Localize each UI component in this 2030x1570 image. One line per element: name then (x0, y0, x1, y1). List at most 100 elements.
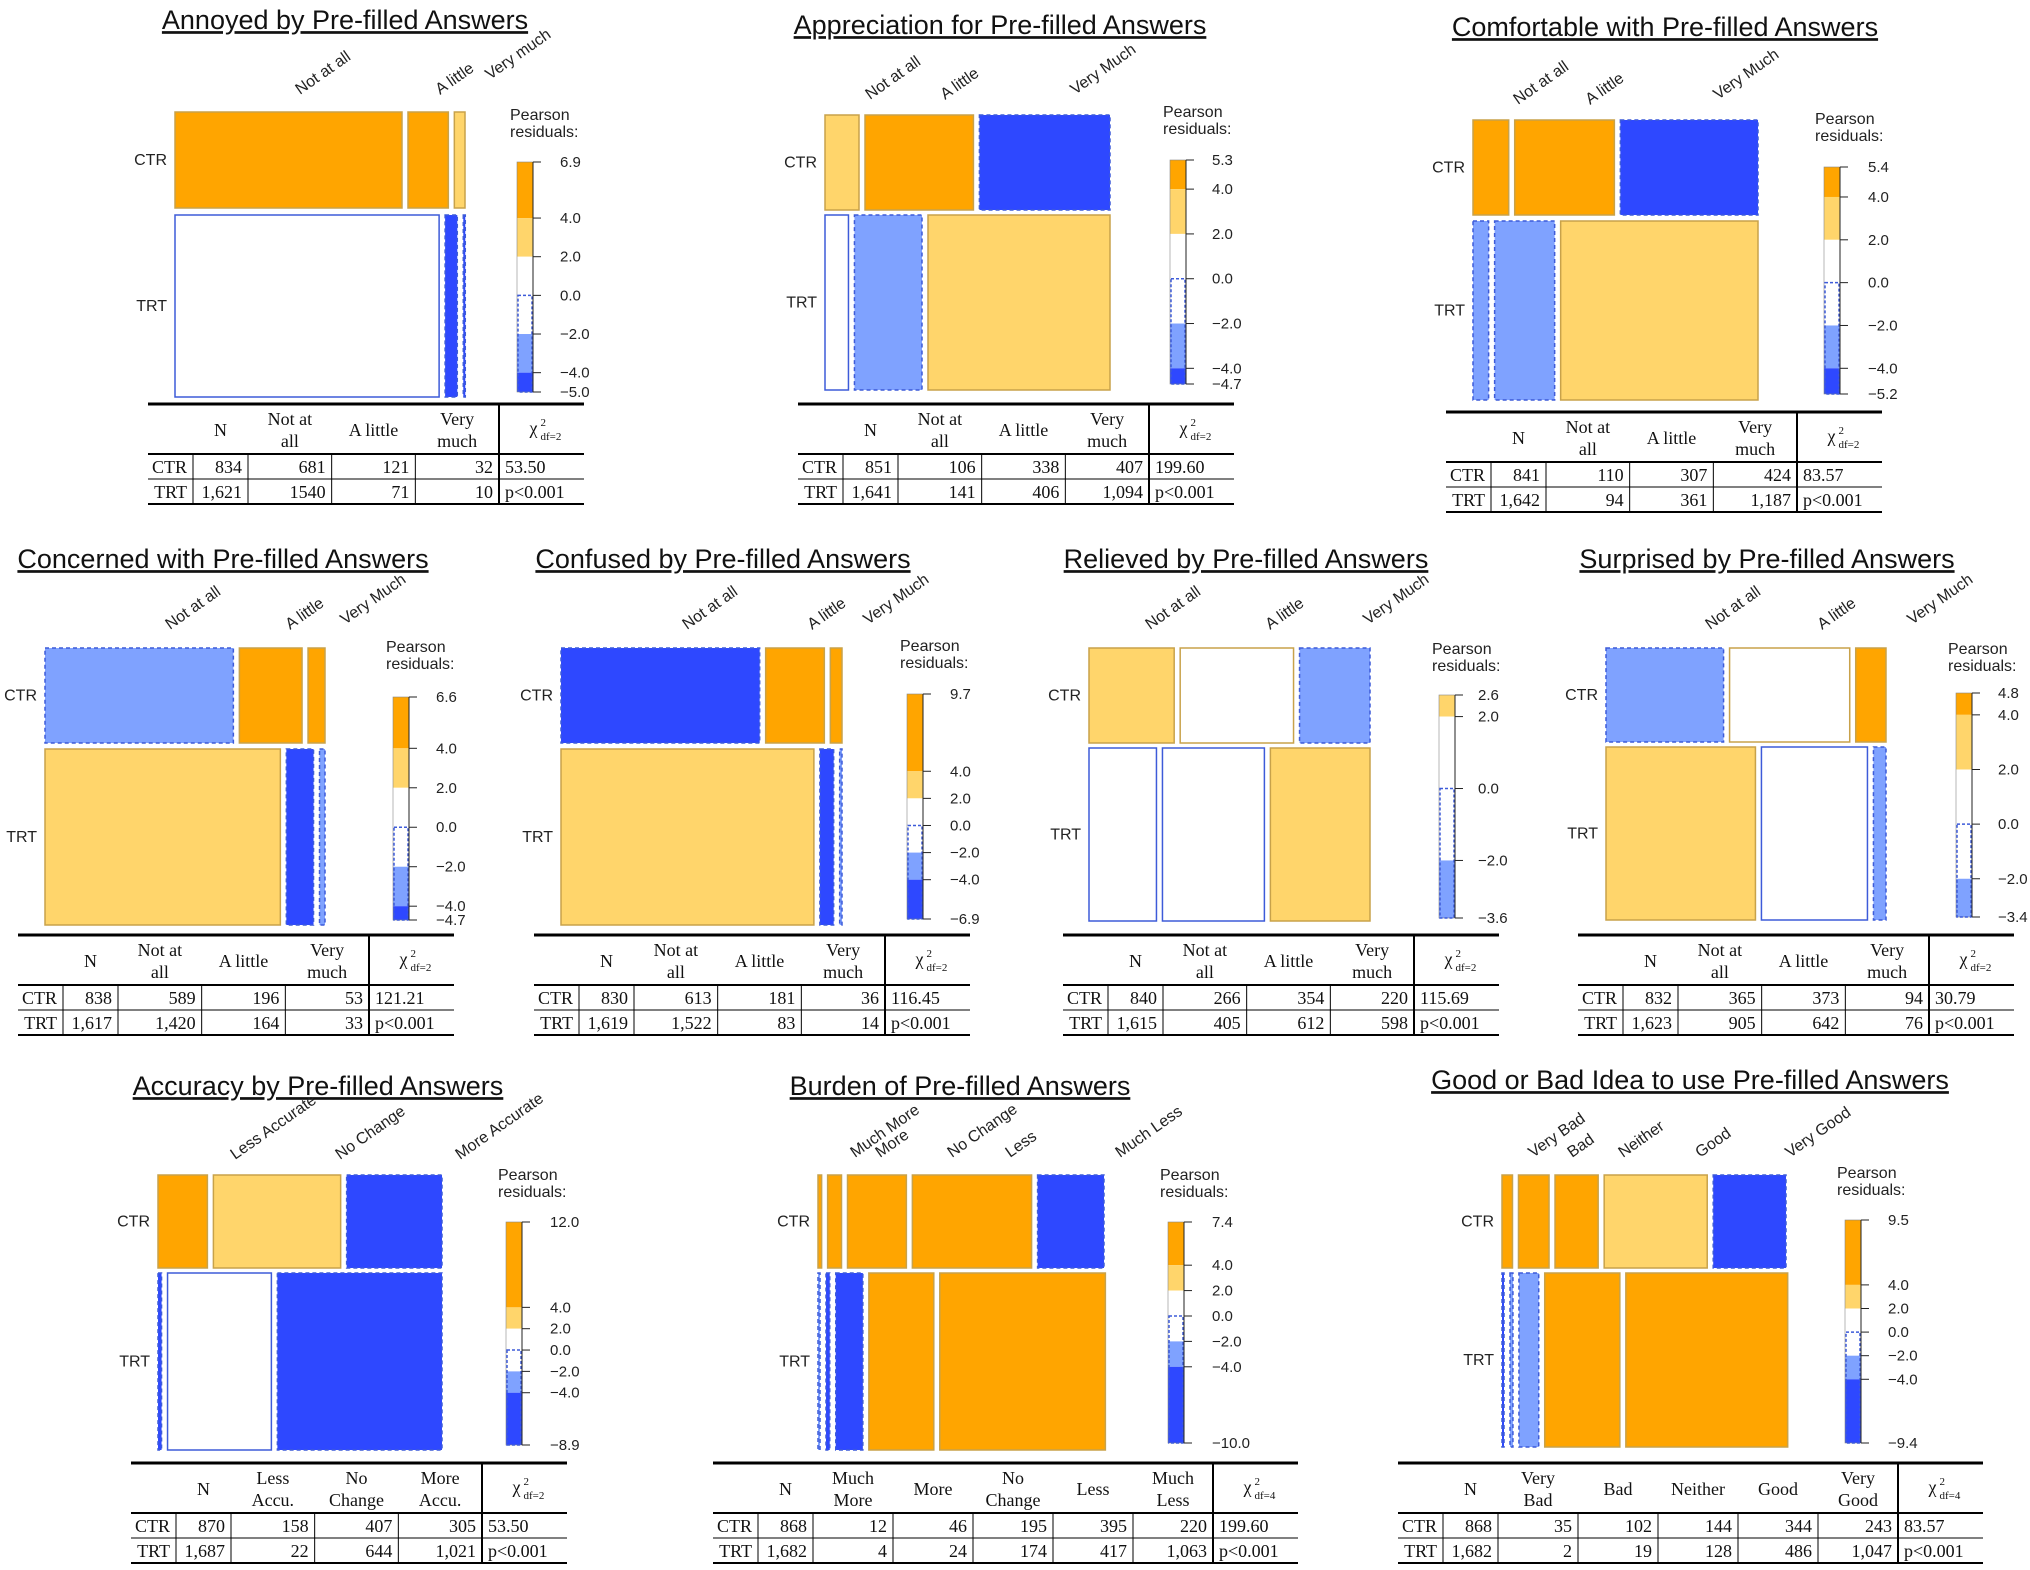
table-cell-count: 905 (1729, 1013, 1756, 1033)
chart-title: Confused by Pre-filled Answers (535, 544, 910, 574)
legend-band (1845, 1379, 1861, 1443)
table-cell-n: 870 (198, 1516, 225, 1536)
legend-tick-label: −8.9 (550, 1437, 580, 1454)
table-cell-n: 1,687 (185, 1541, 226, 1561)
legend-band (1845, 1355, 1861, 1380)
legend-tick-label: −2.0 (1478, 852, 1508, 869)
row-label-trt: TRT (136, 298, 167, 315)
category-label-very-much: Very Much (338, 571, 410, 628)
table-header-chi: χ (1959, 949, 1968, 969)
legend-tick-label: 2.0 (1478, 709, 1499, 726)
table-row-label: TRT (1404, 1541, 1437, 1561)
table-header-category: No (346, 1468, 368, 1488)
table-cell-count: 589 (169, 988, 196, 1008)
table-cell-count: 373 (1812, 988, 1839, 1008)
legend-tick-label: 2.0 (1868, 232, 1889, 249)
table-header-n: N (1644, 951, 1657, 971)
legend-tick-label: −9.4 (1888, 1435, 1918, 1452)
mosaic-tile-ctr-very-good (1712, 1174, 1787, 1269)
legend-title-line2: residuals: (1160, 1184, 1228, 1201)
legend-tick-label: −5.0 (560, 384, 590, 401)
legend-tick-label: 0.0 (1868, 275, 1889, 292)
legend-tick-label: 2.0 (950, 790, 971, 807)
table-header-category: all (281, 431, 299, 451)
table-header-category: No (1002, 1468, 1024, 1488)
table-cell-n: 832 (1645, 988, 1672, 1008)
table-cell-count: 395 (1100, 1516, 1127, 1536)
legend-tick-label: −4.7 (1212, 376, 1242, 393)
table-row-label: TRT (154, 482, 187, 502)
row-label-trt: TRT (1567, 826, 1598, 843)
mosaic-tile-ctr-not-at-all (1605, 647, 1725, 743)
table-header-category: Neither (1671, 1479, 1725, 1499)
table-cell-count: 1,047 (1852, 1541, 1893, 1561)
table-row-label: CTR (1582, 988, 1617, 1008)
table-header-category: Very (826, 940, 860, 960)
table-cell-n: 1,641 (852, 482, 893, 502)
row-label-ctr: CTR (520, 688, 553, 705)
category-label-a-little: A little (805, 595, 850, 633)
chart-title: Comfortable with Pre-filled Answers (1452, 12, 1878, 42)
table-header-category: Very (440, 409, 474, 429)
table-header-n: N (197, 1479, 210, 1499)
table-cell-count: 35 (1554, 1516, 1572, 1536)
table-header-category: Less (256, 1468, 289, 1488)
table-header-category: much (307, 962, 347, 982)
legend-band (907, 694, 923, 772)
table-header-category: Not at (918, 409, 963, 429)
table-p-value: p<0.001 (505, 482, 565, 502)
category-label-neither: Neither (1616, 1117, 1669, 1161)
legend-tick-label: −4.0 (550, 1385, 580, 1402)
legend-band (1168, 1222, 1184, 1266)
table-header-chi: χ (1444, 949, 1453, 969)
category-label-less: Less (1003, 1128, 1040, 1161)
mosaic-tile-trt-a-little (444, 214, 459, 398)
legend-band (517, 162, 533, 219)
row-label-trt: TRT (1463, 1352, 1494, 1369)
category-label-no-change: No Change (333, 1103, 409, 1163)
table-cell-count: 642 (1812, 1013, 1839, 1033)
legend-tick-label: 9.7 (950, 686, 971, 703)
table-row-label: TRT (804, 482, 837, 502)
table-header-category: Very (310, 940, 344, 960)
mosaic-tile-trt-a-little (285, 748, 315, 926)
mosaic-tile-trt-very-much (927, 214, 1111, 391)
legend-tick-label: −6.9 (950, 911, 980, 928)
legend-tick-label: 2.6 (1478, 687, 1499, 704)
table-cell-count: 32 (475, 457, 493, 477)
table-cell-count: 220 (1180, 1516, 1207, 1536)
table-header-chi-df: df=2 (1839, 439, 1860, 451)
legend-band (1956, 714, 1972, 770)
legend-band (1170, 189, 1186, 234)
table-header-category: much (1087, 431, 1127, 451)
table-cell-count: 76 (1905, 1013, 1923, 1033)
table-header-category: Not at (1698, 940, 1743, 960)
mosaic-tile-ctr-very-much (307, 647, 326, 744)
table-cell-count: 94 (1905, 988, 1923, 1008)
legend-tick-label: 5.4 (1868, 159, 1889, 176)
mosaic-tile-ctr-a-little (1513, 119, 1616, 216)
legend-tick-label: 4.0 (560, 210, 581, 227)
mosaic-tile-trt-a-little (1493, 220, 1556, 401)
mosaic-tile-ctr-very-much (1619, 119, 1759, 216)
legend-title-line1: Pearson (900, 638, 960, 655)
table-cell-n: 1,682 (767, 1541, 808, 1561)
table-cell-count: 361 (1680, 490, 1707, 510)
table-cell-count: 1,522 (671, 1013, 712, 1033)
table-cell-count: 612 (1297, 1013, 1324, 1033)
legend-title-line1: Pearson (498, 1167, 558, 1184)
legend-tick-label: 4.0 (1868, 189, 1889, 206)
legend-title-line2: residuals: (1432, 658, 1500, 675)
row-label-trt: TRT (1050, 827, 1081, 844)
table-header-category: Less (1157, 1490, 1190, 1510)
legend-band (517, 218, 533, 257)
table-header-chi-df: df=2 (411, 962, 432, 974)
row-label-ctr: CTR (1048, 688, 1081, 705)
legend-tick-label: −2.0 (1888, 1348, 1918, 1365)
table-cell-count: 417 (1100, 1541, 1127, 1561)
mosaic-tile-ctr-no-change (846, 1174, 908, 1269)
legend-neg-outline (1845, 1331, 1861, 1444)
row-label-ctr: CTR (117, 1214, 150, 1231)
legend-band (1170, 368, 1186, 384)
